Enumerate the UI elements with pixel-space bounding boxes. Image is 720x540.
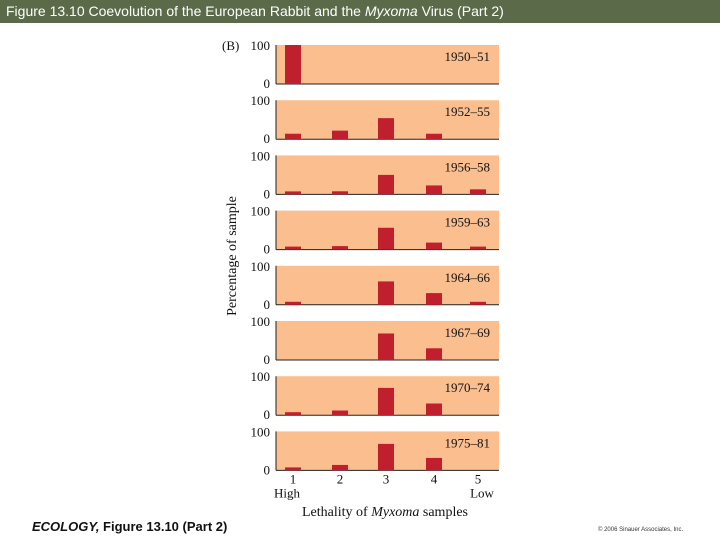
y-tick-label-max: 100 [251,259,271,274]
footer-citation: ECOLOGY, Figure 13.10 (Part 2) [32,519,227,534]
y-tick-label-max: 100 [251,424,271,439]
y-tick-label-min: 0 [264,352,271,367]
bar [378,281,394,305]
bar [426,348,442,360]
bar [378,387,394,416]
bar [470,301,486,305]
x-sublabel-low: Low [470,485,494,500]
bar [332,464,348,471]
bar [285,133,301,140]
bar [285,246,301,250]
bar [285,412,301,416]
bar [426,403,442,416]
bar [426,242,442,250]
y-tick-label-max: 100 [251,38,271,53]
figure-title-italic: Myxoma [364,3,418,19]
y-axis-title: Percentage of sample [225,196,240,316]
figure-title-text: Figure 13.10 Coevolution of the European… [6,3,365,19]
bar [378,174,394,195]
y-tick-label-max: 100 [251,148,271,163]
bar [470,189,486,195]
bar [426,293,442,305]
x-tick-label: 2 [337,471,344,486]
y-tick-label-max: 100 [251,314,271,329]
bar [470,246,486,250]
y-tick-label-min: 0 [264,407,271,422]
footer-figure: Figure 13.10 (Part 2) [99,519,228,534]
y-tick-label-min: 0 [264,462,271,477]
footer-book: ECOLOGY, [32,519,100,534]
series-label: 1950–51 [445,49,491,64]
bar [285,467,301,471]
x-tick-label: 4 [431,471,438,486]
x-sublabel-high: High [274,485,301,500]
series-label: 1967–69 [445,325,491,340]
series-label: 1975–81 [445,435,491,450]
bar [285,191,301,195]
bar [378,443,394,471]
series-label: 1970–74 [445,380,491,395]
bar [426,133,442,140]
panel-background [276,45,499,84]
y-tick-label-min: 0 [264,242,271,257]
x-tick-label: 5 [475,471,482,486]
x-tick-label: 3 [383,471,390,486]
y-tick-label-min: 0 [264,297,271,312]
figure-title-suffix: Virus (Part 2) [417,3,504,19]
bar [285,301,301,305]
series-label: 1956–58 [445,159,491,174]
series-label: 1952–55 [445,104,491,119]
series-label: 1959–63 [445,215,491,230]
y-tick-label-min: 0 [264,186,271,201]
bar [332,410,348,416]
bar [426,457,442,471]
series-label: 1964–66 [445,270,491,285]
bar [332,246,348,250]
y-tick-label-min: 0 [264,131,271,146]
panel-label: (B) [222,38,239,53]
bar [378,227,394,250]
x-axis-title: Lethality of Myxoma samples [302,505,468,520]
bar [285,45,301,84]
y-tick-label-max: 100 [251,369,271,384]
figure-title: Figure 13.10 Coevolution of the European… [0,0,720,23]
bar [378,333,394,360]
bar [426,185,442,195]
y-tick-label-min: 0 [264,76,271,91]
bar [332,191,348,195]
y-tick-label-max: 100 [251,93,271,108]
x-tick-label: 1 [290,471,297,486]
y-tick-label-max: 100 [251,204,271,219]
footer-copyright: © 2006 Sinauer Associates, Inc. [598,527,684,533]
bar [332,130,348,140]
bar [378,118,394,140]
